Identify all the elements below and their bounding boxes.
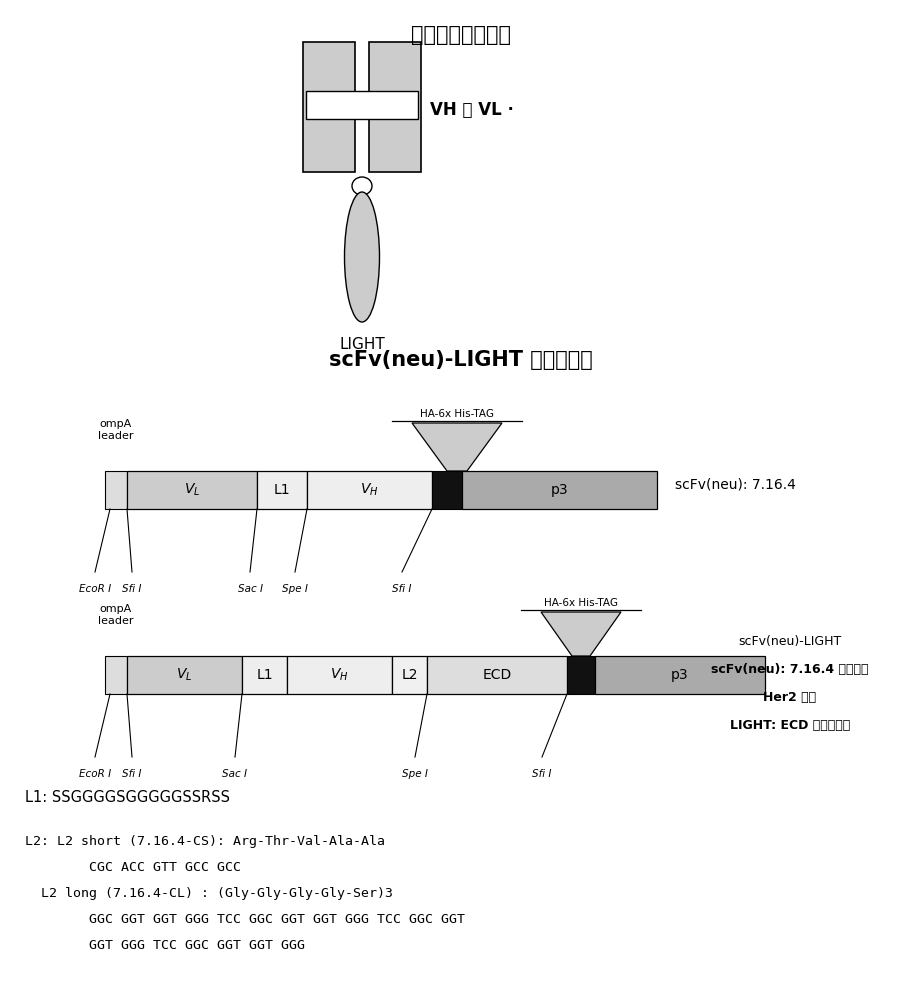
Text: GGT GGG TCC GGC GGT GGT GGG: GGT GGG TCC GGC GGT GGT GGG xyxy=(25,939,305,952)
Text: scFv(neu)-LIGHT: scFv(neu)-LIGHT xyxy=(738,635,842,648)
Polygon shape xyxy=(541,612,621,656)
Text: HA-6x His-TAG: HA-6x His-TAG xyxy=(544,598,618,608)
Text: CGC ACC GTT GCC GCC: CGC ACC GTT GCC GCC xyxy=(25,861,241,874)
Text: $V_H$: $V_H$ xyxy=(330,667,349,683)
Bar xyxy=(127,471,257,509)
Bar xyxy=(307,471,432,509)
Text: Sfi I: Sfi I xyxy=(533,769,552,779)
Text: L2: L2 short (7.16.4-CS): Arg-Thr-Val-Ala-Ala: L2: L2 short (7.16.4-CS): Arg-Thr-Val-Al… xyxy=(25,835,385,848)
Ellipse shape xyxy=(344,192,379,322)
Bar xyxy=(432,471,462,509)
Text: $V_L$: $V_L$ xyxy=(184,482,200,498)
Bar xyxy=(567,656,595,694)
Text: L1: L1 xyxy=(274,483,291,497)
Text: Sac I: Sac I xyxy=(237,584,262,594)
Text: Spe I: Spe I xyxy=(402,769,428,779)
Bar xyxy=(127,656,242,694)
Text: GGC GGT GGT GGG TCC GGC GGT GGT GGG TCC GGC GGT: GGC GGT GGT GGG TCC GGC GGT GGT GGG TCC … xyxy=(25,913,465,926)
Text: Sfi I: Sfi I xyxy=(392,584,412,594)
Text: $V_L$: $V_L$ xyxy=(176,667,193,683)
Text: L1: SSGGGGSGGGGGSSRSS: L1: SSGGGGSGGGGGSSRSS xyxy=(25,790,230,805)
Text: L2: L2 xyxy=(402,668,418,682)
Text: EcoR I: EcoR I xyxy=(79,584,111,594)
Bar xyxy=(242,656,287,694)
Text: L2 long (7.16.4-CL) : (Gly-Gly-Gly-Gly-Ser)3: L2 long (7.16.4-CL) : (Gly-Gly-Gly-Gly-S… xyxy=(25,887,393,900)
Bar xyxy=(392,656,427,694)
Text: p3: p3 xyxy=(671,668,689,682)
Ellipse shape xyxy=(352,177,372,195)
Bar xyxy=(287,656,392,694)
Bar xyxy=(105,656,127,694)
Bar xyxy=(105,471,127,509)
Text: VH 和 VL ·: VH 和 VL · xyxy=(430,101,514,119)
Text: scFv(neu)-LIGHT 的构建方案: scFv(neu)-LIGHT 的构建方案 xyxy=(330,350,593,370)
Text: Her2 抗体: Her2 抗体 xyxy=(763,691,817,704)
Bar xyxy=(427,656,567,694)
Text: ECD: ECD xyxy=(483,668,511,682)
Text: EcoR I: EcoR I xyxy=(79,769,111,779)
Text: HA-6x His-TAG: HA-6x His-TAG xyxy=(420,409,494,419)
Text: $V_H$: $V_H$ xyxy=(360,482,378,498)
Bar xyxy=(369,42,421,172)
Bar xyxy=(306,91,418,119)
Text: L1: L1 xyxy=(257,668,273,682)
Polygon shape xyxy=(412,423,502,471)
Bar xyxy=(303,42,355,172)
Text: LIGHT: LIGHT xyxy=(339,337,385,352)
Text: Sfi I: Sfi I xyxy=(123,584,142,594)
Bar xyxy=(462,471,657,509)
Bar xyxy=(595,656,765,694)
Text: p3: p3 xyxy=(551,483,569,497)
Bar xyxy=(257,471,307,509)
Text: scFv(neu): 7.16.4 或其它抗: scFv(neu): 7.16.4 或其它抗 xyxy=(712,663,869,676)
Text: Sfi I: Sfi I xyxy=(123,769,142,779)
Text: Spe I: Spe I xyxy=(282,584,308,594)
Text: scFv(neu): 7.16.4: scFv(neu): 7.16.4 xyxy=(675,478,796,492)
Text: Sac I: Sac I xyxy=(222,769,247,779)
Text: 抗肿瘾抗原的抗体: 抗肿瘾抗原的抗体 xyxy=(411,25,511,45)
Text: ompA
leader: ompA leader xyxy=(98,604,134,626)
Text: LIGHT: ECD 或其它片段: LIGHT: ECD 或其它片段 xyxy=(730,719,850,732)
Text: ompA
leader: ompA leader xyxy=(98,419,134,441)
